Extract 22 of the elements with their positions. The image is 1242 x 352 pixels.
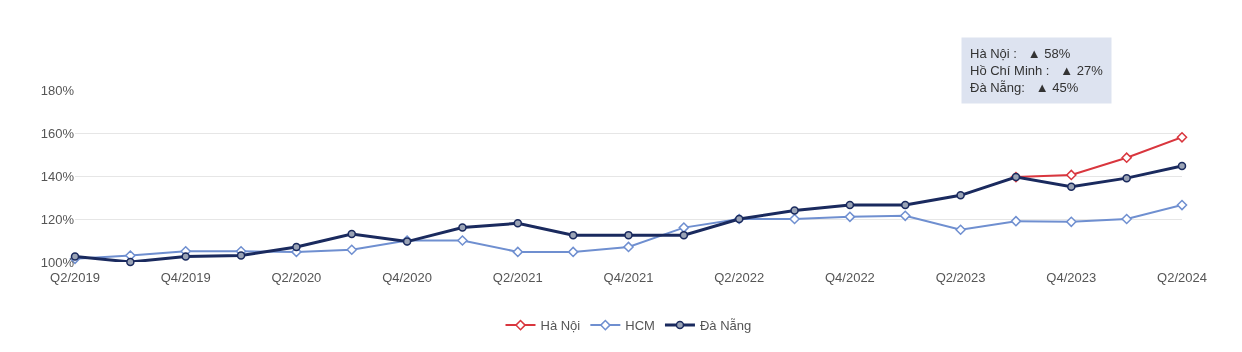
- x-tick-label: Q2/2020: [271, 270, 322, 285]
- x-tick-label: Q2/2024: [1157, 270, 1207, 285]
- annotation: Đà Nẵng: ▲ 45%: [970, 79, 1079, 95]
- x-tick-label: Q4/2020: [382, 270, 433, 285]
- text: Hà Nội : ▲ 58%: [970, 46, 1071, 61]
- x-tick-label: Q2/2023: [935, 270, 986, 285]
- y-tick-label: 180%: [40, 82, 75, 98]
- x-tick-label: Q4/2021: [603, 270, 654, 285]
- y-tick-label: 160%: [40, 125, 75, 141]
- x-tick-label: Q4/2019: [160, 270, 211, 285]
- x-tick-label: Q2/2021: [492, 270, 543, 285]
- y-tick-label: 140%: [40, 168, 75, 184]
- legend-label: HCM: [625, 318, 655, 334]
- x-tick-label: Q2/2019: [50, 270, 100, 285]
- text: Hồ Chí Minh : ▲ 27%: [970, 62, 1104, 78]
- y-tick-label: 120%: [40, 211, 75, 227]
- x-tick-label: Q2/2022: [714, 270, 765, 285]
- x-tick-label: Q4/2023: [1046, 270, 1097, 285]
- legend-label: Đà Nẵng: [699, 318, 752, 334]
- legend-label: Hà Nội: [540, 318, 581, 334]
- y-tick-label: 100%: [40, 254, 75, 270]
- x-tick-label: Q4/2022: [824, 270, 875, 285]
